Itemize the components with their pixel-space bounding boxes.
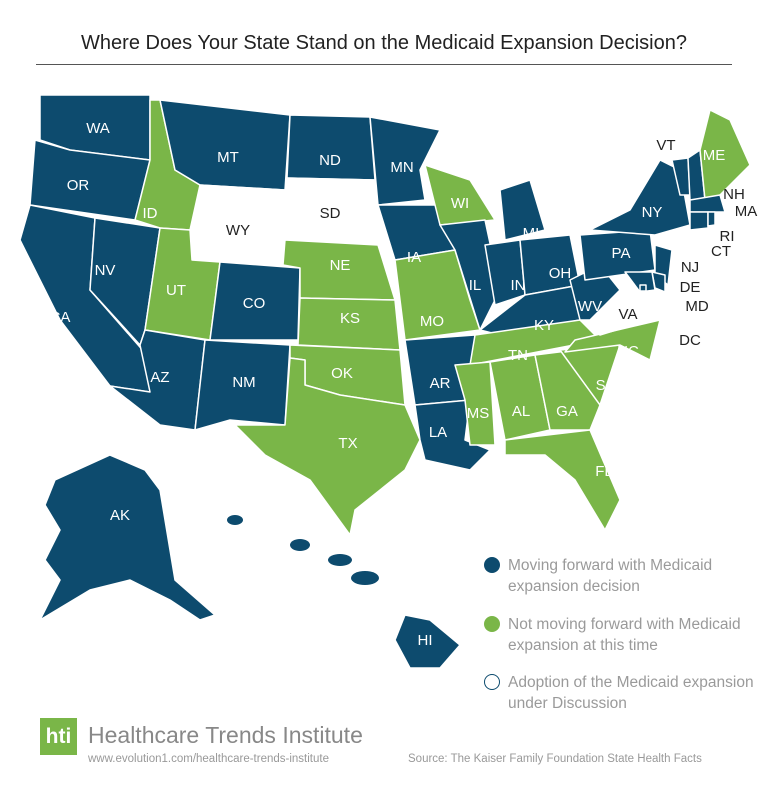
- state-label-me: ME: [703, 147, 726, 164]
- source-note: Source: The Kaiser Family Foundation Sta…: [408, 753, 702, 765]
- state-label-nm: NM: [232, 374, 255, 391]
- state-label-sd: SD: [320, 205, 341, 222]
- state-label-de: DE: [680, 279, 701, 296]
- island-shape: [290, 539, 310, 551]
- state-label-tn: TN: [508, 347, 528, 364]
- state-label-mt: MT: [217, 149, 239, 166]
- state-label-hi: HI: [418, 632, 433, 649]
- page-title: Where Does Your State Stand on the Medic…: [81, 32, 687, 54]
- state-label-ks: KS: [340, 310, 360, 327]
- state-label-nj: NJ: [681, 259, 699, 276]
- state-label-ok: OK: [331, 365, 353, 382]
- state-fl: [504, 429, 621, 531]
- state-hi: [394, 614, 461, 669]
- state-label-oh: OH: [549, 265, 572, 282]
- state-label-mi: MI: [523, 225, 540, 242]
- state-label-nd: ND: [319, 152, 341, 169]
- state-label-ne: NE: [330, 257, 351, 274]
- state-label-wa: WA: [86, 120, 110, 137]
- state-ct: [689, 211, 709, 231]
- state-label-fl: FL: [595, 463, 613, 480]
- state-label-in: IN: [511, 277, 526, 294]
- state-dc: [639, 284, 647, 292]
- hti-logo: hti: [40, 718, 77, 755]
- island-shape: [351, 571, 379, 585]
- state-label-md: MD: [685, 298, 708, 315]
- state-nc: [564, 319, 661, 361]
- state-label-sc: SC: [596, 377, 617, 394]
- state-md: [624, 271, 656, 293]
- state-tx: [234, 357, 421, 536]
- state-label-nv: NV: [95, 262, 116, 279]
- legend-item-moving-forward: Moving forward with Medicaid expansion d…: [484, 555, 768, 597]
- island-shape: [227, 515, 243, 525]
- state-label-ms: MS: [467, 405, 490, 422]
- state-mi: [499, 179, 546, 241]
- state-label-co: CO: [243, 295, 266, 312]
- website-link[interactable]: www.evolution1.com/healthcare-trends-ins…: [88, 753, 329, 765]
- state-label-tx: TX: [338, 435, 357, 452]
- legend-swatch-outline: [484, 674, 500, 690]
- state-ms: [454, 361, 496, 446]
- state-label-dc: DC: [679, 332, 701, 349]
- state-label-pa: PA: [612, 245, 631, 262]
- state-ri: [707, 211, 716, 227]
- state-label-ca: CA: [50, 309, 71, 326]
- state-label-ky: KY: [534, 317, 554, 334]
- state-ma: [689, 194, 726, 213]
- state-label-al: AL: [512, 403, 530, 420]
- state-wi: [424, 164, 496, 226]
- state-label-or: OR: [67, 177, 90, 194]
- state-label-mo: MO: [420, 313, 444, 330]
- state-va: [579, 279, 666, 336]
- state-label-ga: GA: [556, 403, 578, 420]
- legend-swatch-navy: [484, 557, 500, 573]
- state-nm: [194, 339, 291, 431]
- state-label-ma: MA: [735, 203, 758, 220]
- legend-swatch-green: [484, 616, 500, 632]
- state-label-wi: WI: [451, 195, 469, 212]
- legend-item-under-discussion: Adoption of the Medicaid expansion under…: [484, 672, 768, 714]
- state-label-ak: AK: [110, 507, 130, 524]
- state-label-va: VA: [619, 306, 638, 323]
- state-label-wv: WV: [578, 298, 602, 315]
- state-label-wy: WY: [226, 222, 250, 239]
- state-label-nc: NC: [617, 343, 639, 360]
- state-label-ct: CT: [711, 243, 731, 260]
- state-label-ar: AR: [430, 375, 451, 392]
- state-mn: [369, 116, 441, 206]
- state-label-az: AZ: [150, 369, 169, 386]
- state-label-ny: NY: [642, 204, 663, 221]
- state-ak: [39, 454, 216, 621]
- state-label-vt: VT: [656, 137, 675, 154]
- state-label-la: LA: [429, 424, 447, 441]
- island-shape: [328, 554, 352, 566]
- state-label-il: IL: [469, 277, 482, 294]
- title-divider: [36, 64, 732, 65]
- state-label-ut: UT: [166, 282, 186, 299]
- legend-item-not-moving-forward: Not moving forward with Medicaid expansi…: [484, 614, 768, 656]
- state-nd: [286, 114, 376, 181]
- state-label-id: ID: [143, 205, 158, 222]
- state-label-ri: RI: [720, 228, 735, 245]
- state-label-mn: MN: [390, 159, 413, 176]
- organization-name: Healthcare Trends Institute: [88, 722, 363, 748]
- state-label-nh: NH: [723, 186, 745, 203]
- state-label-ia: IA: [407, 249, 421, 266]
